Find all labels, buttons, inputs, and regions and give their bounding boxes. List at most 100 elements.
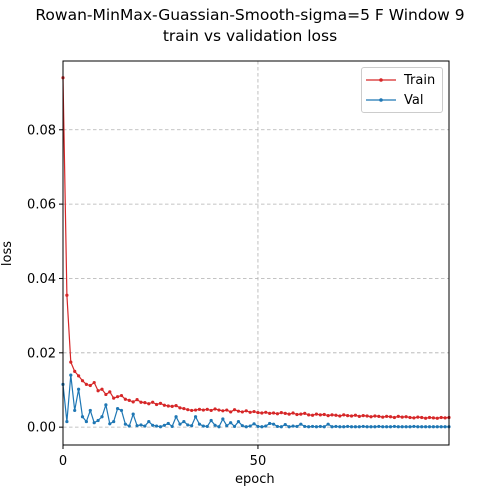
data-point-val (268, 421, 272, 426)
data-point-val (236, 419, 241, 424)
data-point-train (283, 411, 287, 416)
data-point-train (353, 413, 358, 417)
data-point-train (182, 406, 186, 411)
data-point-train (213, 407, 217, 411)
data-point-val (143, 424, 147, 428)
data-point-val (392, 424, 397, 429)
data-point-val (69, 373, 73, 377)
data-point-train (201, 408, 205, 412)
data-point-val (404, 425, 408, 429)
data-point-val (80, 415, 85, 419)
data-point-val (295, 424, 299, 429)
data-point-val (279, 425, 283, 429)
data-point-val (166, 421, 170, 426)
data-point-val (424, 425, 428, 429)
data-point-val (193, 415, 198, 419)
data-point-train (232, 408, 237, 412)
data-point-train (326, 414, 330, 418)
data-point-val (408, 425, 412, 429)
data-point-val (357, 425, 361, 429)
data-point-train (424, 416, 428, 420)
data-point-train (166, 404, 170, 408)
data-point-val (396, 425, 400, 429)
data-point-train (349, 414, 354, 418)
legend-item-val: Val (362, 91, 442, 109)
data-point-val (334, 424, 338, 429)
data-point-train (412, 416, 416, 420)
data-point-train (240, 410, 244, 414)
data-point-val (260, 425, 264, 429)
data-point-val (431, 425, 436, 429)
data-point-train (357, 414, 361, 418)
data-point-train (104, 392, 108, 397)
data-point-val (123, 422, 127, 426)
data-point-train (377, 414, 381, 418)
data-point-val (197, 422, 202, 426)
data-point-train (143, 401, 147, 405)
data-point-val (443, 425, 447, 429)
data-point-val (264, 424, 268, 428)
data-point-val (342, 425, 346, 429)
y-tick-label: 0.04 (27, 272, 56, 287)
data-point-val (154, 424, 159, 428)
data-point-val (373, 425, 377, 429)
data-point-train (123, 397, 127, 401)
data-point-train (396, 414, 400, 418)
data-point-train (322, 412, 326, 417)
data-point-val (291, 424, 295, 428)
data-point-train (342, 413, 346, 417)
data-point-val (112, 419, 116, 424)
data-point-train (65, 293, 69, 297)
legend-swatch-val (366, 98, 396, 102)
data-point-val (115, 406, 120, 411)
series-line-val (62, 374, 449, 428)
data-point-val (271, 422, 276, 426)
data-point-val (322, 425, 326, 429)
legend-item-train: Train (362, 71, 442, 89)
legend-label-val: Val (404, 93, 424, 108)
data-point-train (334, 413, 338, 417)
series-val (61, 373, 451, 429)
data-point-val (381, 425, 385, 429)
data-point-train (100, 387, 104, 391)
data-point-val (349, 425, 354, 429)
data-point-train (92, 380, 96, 385)
data-point-train (408, 415, 412, 420)
data-point-train (229, 410, 233, 414)
data-point-train (151, 400, 155, 404)
data-point-train (271, 411, 276, 415)
data-point-train (287, 412, 291, 416)
data-point-val (299, 422, 303, 426)
data-point-val (217, 425, 221, 429)
data-point-train (388, 415, 393, 419)
data-point-val (275, 424, 280, 429)
data-point-val (158, 425, 163, 429)
data-point-train (69, 360, 73, 364)
data-point-val (225, 424, 229, 428)
data-point-train (381, 415, 385, 419)
data-point-val (84, 419, 88, 424)
data-point-val (73, 408, 77, 413)
series-train (61, 76, 451, 420)
data-point-val (104, 403, 108, 407)
data-point-train (248, 410, 252, 414)
data-point-val (303, 424, 307, 429)
data-point-val (119, 408, 124, 413)
data-point-val (435, 425, 439, 429)
data-point-train (221, 409, 225, 413)
data-point-train (186, 408, 190, 412)
data-point-train (310, 413, 315, 417)
data-point-train (154, 402, 159, 407)
data-point-train (131, 400, 135, 404)
series-layer (61, 76, 451, 429)
data-point-train (193, 408, 198, 412)
data-point-train (96, 389, 100, 393)
y-axis-label: loss (0, 240, 16, 267)
data-point-train (112, 396, 116, 400)
data-point-train (314, 412, 319, 416)
y-tick-label: 0.00 (27, 421, 56, 436)
axis-ticks: 0.00 0.02 0.04 0.06 0.08 0 50 (27, 123, 266, 469)
data-point-val (412, 424, 416, 429)
data-point-val (170, 424, 174, 429)
